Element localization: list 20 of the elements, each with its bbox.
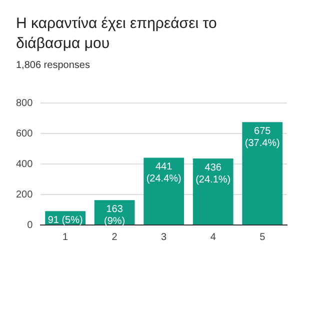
data-label: 441 (24.4%) [146,161,182,184]
y-tick-label: 0 [27,220,34,231]
data-label: 436 (24.1%) [196,162,231,186]
data-label: 675 (37.4%) [244,126,280,149]
data-label: 91 (5%) [48,214,83,226]
x-tick-label: 2 [112,232,118,243]
x-tick-label: 1 [62,232,69,243]
data-label: 163 (9%) [104,204,126,227]
y-tick-label: 200 [16,189,34,200]
chart-title: Η καραντίνα έχει επηρεάσει το διάβασμα μου [15,14,218,54]
x-tick-label: 3 [161,232,168,243]
bar [144,158,184,224]
y-tick-label: 800 [16,98,34,109]
x-tick-label: 5 [260,232,266,243]
x-tick-label: 4 [210,232,216,243]
y-tick-label: 600 [16,128,34,140]
bar [242,122,283,224]
y-tick-label: 400 [16,158,34,170]
bar [192,158,234,224]
chart-subtitle: 1,806 responses [15,59,91,71]
